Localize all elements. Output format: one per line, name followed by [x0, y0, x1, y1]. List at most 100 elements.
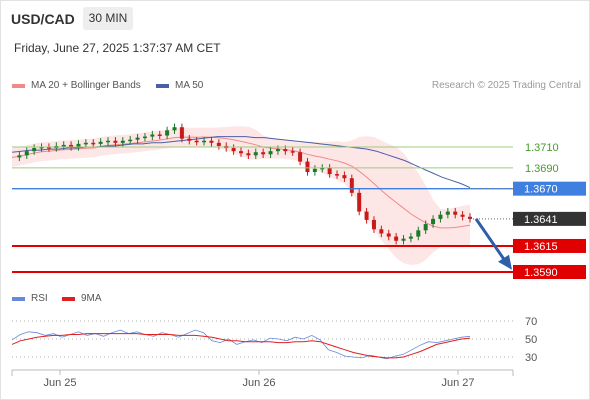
candle-body [335, 174, 340, 176]
x-tick-label: Jun 25 [43, 377, 76, 389]
ma50-label: MA 50 [175, 80, 204, 91]
ma50-swatch [156, 83, 169, 88]
rsi-tick-label: 50 [525, 334, 537, 346]
legend-rsi-ma: 9MA [62, 293, 102, 304]
candle-body [39, 147, 44, 149]
candle-body [187, 138, 192, 141]
candle-body [135, 137, 140, 140]
candle-body [468, 216, 472, 219]
candle-body [423, 224, 428, 231]
candle-body [246, 153, 251, 156]
resistance-label: 1.3690 [525, 163, 559, 175]
candle-body [394, 236, 399, 241]
candle-body [76, 143, 81, 147]
candle-body [320, 167, 325, 170]
candle-body [113, 140, 118, 143]
candle-body [283, 149, 288, 152]
candle-body [216, 142, 221, 146]
candle-body [98, 141, 103, 144]
credit-text: Research © 2025 Trading Central [431, 80, 581, 91]
rsi-ma-swatch [62, 296, 75, 301]
price-tag-label: 1.3641 [524, 214, 558, 226]
candle-body [24, 151, 29, 156]
candle-body [290, 151, 295, 153]
candle-body [91, 142, 96, 145]
candle-body [83, 142, 88, 145]
candle-body [312, 168, 317, 172]
price-tag [513, 238, 586, 253]
candle-body [349, 178, 354, 193]
candle-body [261, 152, 266, 155]
x-tick-label: Jun 27 [441, 377, 474, 389]
rsi-line [11, 329, 471, 360]
symbol-title: USD/CAD [11, 11, 75, 27]
candle-body [298, 152, 303, 162]
candle-body [106, 140, 111, 143]
candle-body [342, 175, 347, 179]
candle-body [202, 140, 207, 143]
rsi-tick-label: 70 [525, 316, 537, 328]
ma20-line [11, 136, 471, 229]
candle-body [231, 148, 236, 152]
bollinger-band [12, 126, 470, 265]
candle-body [401, 238, 406, 241]
candle-body [445, 211, 450, 215]
legend-ma20: MA 20 + Bollinger Bands [12, 80, 141, 91]
chart-header: USD/CAD 30 MIN [0, 0, 590, 36]
candle-body [32, 148, 37, 152]
candle-body [416, 230, 421, 237]
candle-body [165, 130, 170, 136]
candle-body [305, 161, 310, 172]
candle-body [157, 134, 162, 136]
candle-body [46, 147, 51, 149]
legend-rsi: RSI [12, 293, 48, 304]
ma20-swatch [12, 83, 25, 88]
candle-body [431, 218, 436, 225]
candle-body [371, 219, 376, 230]
candle-body [172, 127, 177, 131]
timeframe-button[interactable]: 30 MIN [83, 7, 133, 30]
candle-body [453, 211, 458, 215]
candle-body [275, 149, 280, 152]
price-tag [513, 211, 586, 226]
candle-body [239, 151, 243, 154]
forecast-arrow [474, 218, 507, 262]
candle-body [61, 144, 66, 147]
candle-body [386, 233, 391, 237]
candle-body [120, 140, 125, 143]
legend-ma50: MA 50 [156, 80, 203, 91]
price-tag [513, 265, 586, 279]
timestamp: Friday, June 27, 2025 1:37:37 AM CET [14, 41, 221, 55]
rsi-ma-label: 9MA [81, 293, 102, 304]
candle-body [209, 140, 214, 143]
rsi-tick-label: 30 [525, 352, 537, 364]
candle-body [194, 140, 199, 143]
rsi-ma-line [11, 333, 471, 359]
resistance-label: 1.3710 [525, 142, 559, 154]
candle-body [179, 127, 184, 139]
candle-body [460, 214, 465, 217]
candle-body [128, 139, 133, 142]
candle-body [17, 155, 22, 158]
price-tag [513, 181, 586, 196]
candle-body [150, 134, 155, 137]
rsi-label: RSI [31, 293, 48, 304]
candle-body [438, 214, 443, 219]
price-tag-label: 1.3590 [524, 267, 558, 279]
candle-body [142, 136, 147, 139]
candle-body [364, 211, 369, 220]
candle-body [327, 167, 332, 175]
forecast-arrowhead [498, 254, 512, 270]
candle-body [69, 144, 74, 147]
candle-body [408, 236, 413, 239]
price-tag-label: 1.3670 [524, 184, 558, 196]
candle-body [357, 192, 362, 212]
ma20-label: MA 20 + Bollinger Bands [31, 80, 141, 91]
candle-body [379, 229, 384, 234]
rsi-swatch [12, 296, 25, 301]
candle-body [268, 151, 273, 155]
x-tick-label: Jun 26 [242, 377, 275, 389]
candle-body [253, 152, 258, 156]
price-tag-label: 1.3615 [524, 241, 558, 253]
